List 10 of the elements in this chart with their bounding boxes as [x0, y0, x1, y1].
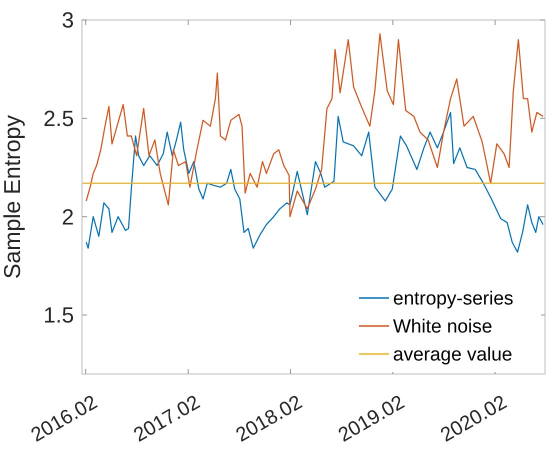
y-tick-label: 3	[62, 8, 74, 33]
legend-label: entropy-series	[393, 288, 514, 310]
y-axis-title: Sample Entropy	[0, 114, 25, 279]
legend-label: average value	[393, 344, 512, 366]
y-tick-label: 2.5	[43, 106, 74, 132]
y-tick-label: 1.5	[43, 302, 74, 328]
y-tick-label: 2	[62, 204, 74, 230]
line-series	[86, 33, 544, 218]
legend-label: White noise	[393, 316, 492, 338]
line-series	[86, 112, 544, 253]
